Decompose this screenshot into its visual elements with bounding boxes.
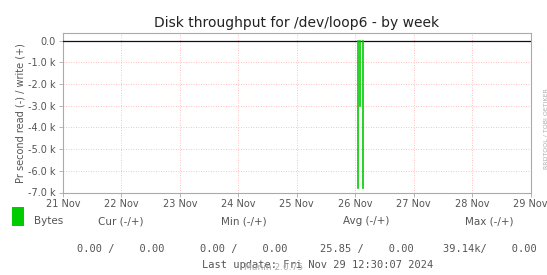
Text: Bytes: Bytes	[34, 216, 63, 226]
Text: Avg (-/+): Avg (-/+)	[344, 216, 389, 226]
Title: Disk throughput for /dev/loop6 - by week: Disk throughput for /dev/loop6 - by week	[154, 16, 439, 31]
Text: RRDTOOL / TOBI OETIKER: RRDTOOL / TOBI OETIKER	[543, 88, 547, 169]
Text: 0.00 /    0.00: 0.00 / 0.00	[77, 244, 164, 254]
Text: Last update: Fri Nov 29 12:30:07 2024: Last update: Fri Nov 29 12:30:07 2024	[202, 260, 433, 270]
Y-axis label: Pr second read (-) / write (+): Pr second read (-) / write (+)	[15, 43, 26, 183]
Text: Cur (-/+): Cur (-/+)	[97, 216, 143, 226]
Text: Max (-/+): Max (-/+)	[465, 216, 514, 226]
Text: 39.14k/    0.00: 39.14k/ 0.00	[443, 244, 537, 254]
Text: 0.00 /    0.00: 0.00 / 0.00	[200, 244, 287, 254]
Text: Min (-/+): Min (-/+)	[220, 216, 266, 226]
Text: 25.85 /    0.00: 25.85 / 0.00	[319, 244, 414, 254]
Text: Munin 2.0.75: Munin 2.0.75	[244, 263, 303, 272]
